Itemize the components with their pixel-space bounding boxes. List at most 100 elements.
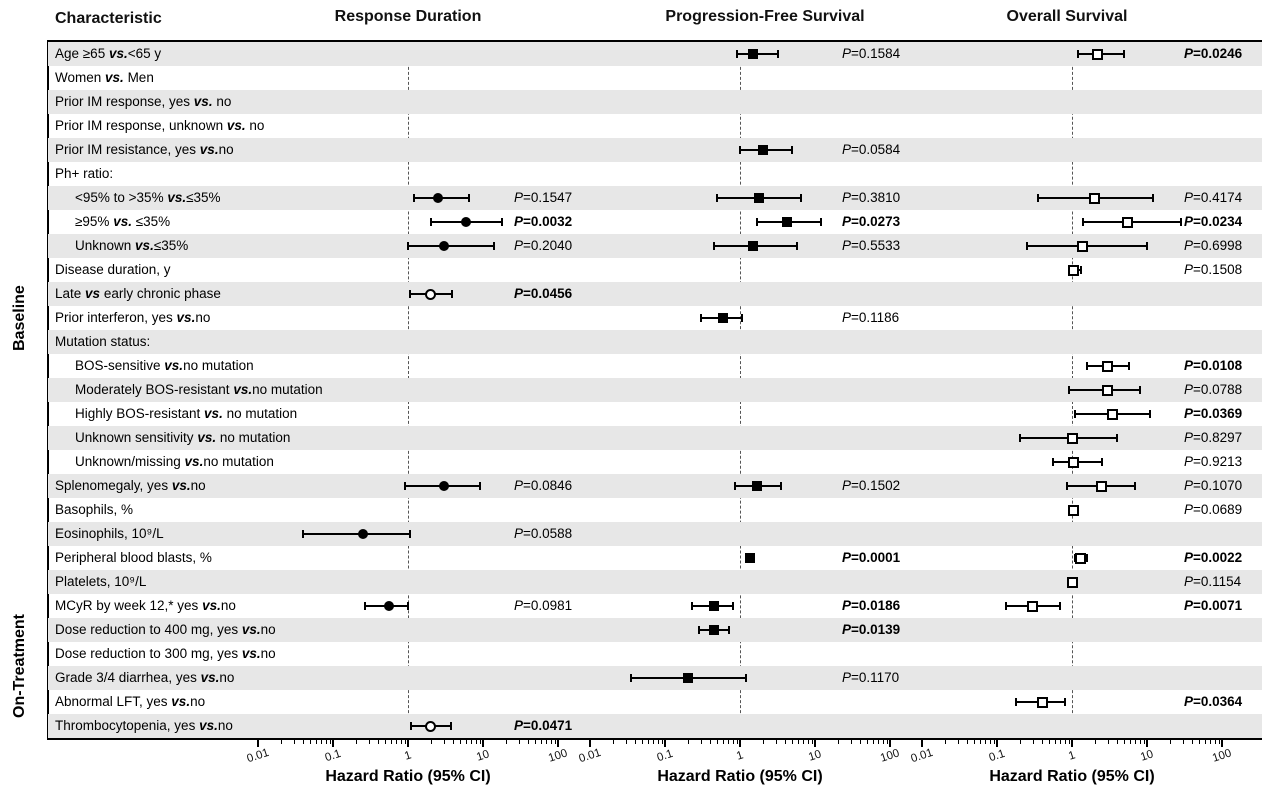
hr-marker-open-square bbox=[1096, 480, 1108, 492]
table-row: Platelets, 10⁹/L bbox=[48, 570, 1262, 594]
p-value: P=0.0456 bbox=[514, 286, 573, 301]
table-row: Unknown/missing vs.no mutation bbox=[48, 450, 1262, 474]
ci-cap-high bbox=[795, 242, 798, 250]
ci-cap-high bbox=[740, 314, 743, 322]
axis-minor-tick bbox=[867, 740, 869, 744]
table-row: Dose reduction to 400 mg, yes vs.no bbox=[48, 618, 1262, 642]
ci-cap-low bbox=[407, 242, 409, 250]
table-row: Late vs early chronic phase bbox=[48, 282, 1262, 306]
axis-minor-tick bbox=[980, 740, 982, 744]
ci-cap-high bbox=[1123, 50, 1126, 58]
axis-minor-tick bbox=[612, 740, 614, 744]
ci-cap-low bbox=[739, 146, 741, 154]
axis-minor-tick bbox=[293, 740, 295, 744]
hr-marker-filled-square bbox=[748, 49, 759, 59]
column-header-progression-free-survival: Progression-Free Survival bbox=[665, 8, 865, 25]
ci-cap-low bbox=[302, 530, 305, 538]
ci-cap-low bbox=[712, 242, 715, 250]
axis-tick-label: 0.1 bbox=[987, 747, 1007, 765]
axis-minor-tick bbox=[886, 740, 888, 744]
p-value: P=0.0364 bbox=[1184, 694, 1243, 709]
axis-minor-tick bbox=[717, 740, 719, 744]
table-row: ≥95% vs. ≤35% bbox=[48, 210, 1262, 234]
ci-cap-low bbox=[1025, 242, 1028, 250]
hr-marker-filled-circle bbox=[357, 529, 368, 539]
group-label-on-treatment: On-Treatment bbox=[11, 614, 28, 719]
ci-cap-low bbox=[716, 194, 719, 202]
axis-minor-tick bbox=[316, 740, 318, 744]
axis-minor-tick bbox=[396, 740, 398, 744]
axis-minor-tick bbox=[967, 740, 969, 744]
column-header-response-duration: Response Duration bbox=[334, 8, 482, 25]
axis-major-tick bbox=[814, 740, 816, 747]
ci-cap-high bbox=[1138, 386, 1141, 394]
ci-cap-high bbox=[819, 218, 822, 226]
ci-cap-low bbox=[1018, 434, 1021, 442]
p-value: P=0.0234 bbox=[1184, 214, 1243, 229]
axis-minor-tick bbox=[1042, 740, 1044, 744]
table-row: Dose reduction to 300 mg, yes vs.no bbox=[48, 642, 1262, 666]
axis-minor-tick bbox=[1068, 740, 1070, 744]
ci-cap-low bbox=[1065, 482, 1068, 490]
table-row: Thrombocytopenia, yes vs.no bbox=[48, 714, 1262, 738]
table-row: Abnormal LFT, yes vs.no bbox=[48, 690, 1262, 714]
hr-marker-open-square bbox=[1066, 432, 1078, 444]
ci-cap-high bbox=[1151, 194, 1154, 202]
ci-cap-high bbox=[1134, 482, 1137, 490]
x-axis-title-progression-free-survival: Hazard Ratio (95% CI) bbox=[657, 768, 823, 785]
axis-minor-tick bbox=[625, 740, 627, 744]
axis-minor-tick bbox=[1094, 740, 1096, 744]
ci-cap-high bbox=[407, 602, 409, 610]
axis-tick-label: 0.1 bbox=[323, 747, 343, 765]
ci-cap-high bbox=[467, 194, 470, 202]
p-value: P=0.0139 bbox=[842, 622, 901, 637]
hr-marker-open-square bbox=[1107, 408, 1119, 420]
axis-major-tick bbox=[921, 740, 923, 747]
axis-tick-label: 0.01 bbox=[909, 746, 935, 766]
ci-cap-low bbox=[1067, 386, 1070, 394]
axis-tick-label: 100 bbox=[1211, 747, 1233, 765]
axis-minor-tick bbox=[957, 740, 959, 744]
hr-marker-filled-square bbox=[752, 481, 763, 491]
ci-whisker bbox=[303, 533, 410, 535]
p-value: P=0.6998 bbox=[1184, 238, 1243, 253]
axis-minor-tick bbox=[1064, 740, 1066, 744]
axis-minor-tick bbox=[1060, 740, 1062, 744]
row-label: Mutation status: bbox=[55, 334, 151, 349]
axis-minor-tick bbox=[1182, 740, 1184, 744]
ci-cap-high bbox=[478, 482, 481, 490]
ci-cap-high bbox=[1116, 434, 1119, 442]
row-label: BOS-sensitive vs.no mutation bbox=[75, 358, 254, 373]
axis-minor-tick bbox=[518, 740, 520, 744]
p-value: P=0.0689 bbox=[1184, 502, 1243, 517]
axis-minor-tick bbox=[541, 740, 543, 744]
row-label: Unknown sensitivity vs. no mutation bbox=[75, 430, 291, 445]
p-value: P=0.0788 bbox=[1184, 382, 1243, 397]
table-row: Prior IM resistance, yes vs.no bbox=[48, 138, 1262, 162]
axis-minor-tick bbox=[661, 740, 663, 744]
hr-marker-filled-circle bbox=[438, 241, 449, 251]
axis-minor-tick bbox=[811, 740, 813, 744]
axis-minor-tick bbox=[653, 740, 655, 744]
axis-minor-tick bbox=[657, 740, 659, 744]
row-label: Moderately BOS-resistant vs.no mutation bbox=[75, 382, 323, 397]
axis-minor-tick bbox=[1192, 740, 1194, 744]
axis-minor-tick bbox=[1135, 740, 1137, 744]
ci-cap-low bbox=[697, 626, 700, 634]
hr-marker-open-square bbox=[1102, 360, 1114, 372]
hr-marker-filled-square bbox=[748, 241, 759, 251]
ci-cap-low bbox=[408, 290, 411, 298]
axis-minor-tick bbox=[1130, 740, 1132, 744]
axis-minor-tick bbox=[989, 740, 991, 744]
axis-minor-tick bbox=[303, 740, 305, 744]
axis-minor-tick bbox=[554, 740, 556, 744]
axis-major-tick bbox=[1221, 740, 1223, 747]
table-row: Prior IM response, unknown vs. no bbox=[48, 114, 1262, 138]
axis-minor-tick bbox=[460, 740, 462, 744]
axis-minor-tick bbox=[1124, 740, 1126, 744]
axis-minor-tick bbox=[762, 740, 764, 744]
axis-minor-tick bbox=[807, 740, 809, 744]
p-value: P=0.1547 bbox=[514, 190, 573, 205]
ci-cap-high bbox=[450, 722, 453, 730]
ci-cap-low bbox=[1004, 602, 1007, 610]
